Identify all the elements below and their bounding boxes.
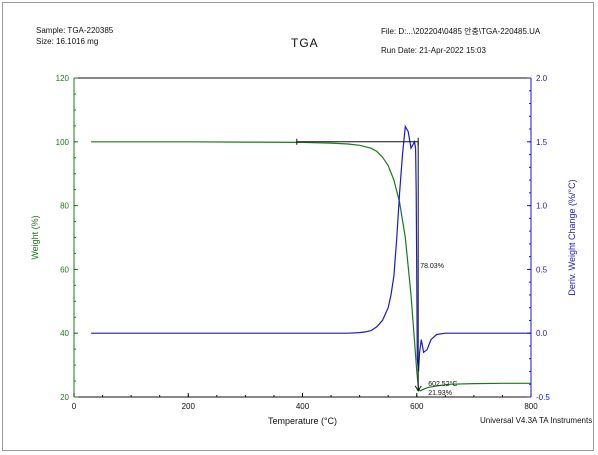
y2-tick-label: -0.5: [536, 393, 550, 402]
x-axis-label: Temperature (°C): [268, 416, 337, 426]
residue-temp-label: 602.52°C: [428, 380, 457, 388]
run-date-label: Run Date: 21-Apr-2022 15:03: [381, 46, 486, 55]
y-tick-label: 40: [60, 329, 69, 338]
y-axis-label: Weight (%): [30, 215, 40, 259]
x-tick-label: 200: [182, 402, 196, 411]
chart-frame: [2, 2, 594, 451]
y2-tick-label: 1.5: [536, 138, 548, 147]
step-arrow-head: [414, 385, 422, 392]
y-tick-label: 80: [60, 202, 69, 211]
y-tick-label: 120: [56, 74, 70, 83]
y2-tick-label: 2.0: [536, 74, 548, 83]
x-tick-label: 800: [524, 402, 538, 411]
size-label: Size: 16.1016 mg: [36, 37, 99, 46]
instrument-footer: Universal V4.3A TA Instruments: [480, 416, 593, 425]
x-tick-label: 400: [296, 402, 310, 411]
weight-line: [91, 141, 531, 392]
y2-tick-label: 0.5: [536, 265, 548, 274]
x-tick-label: 600: [410, 402, 424, 411]
residue-weight-label: 21.93%: [428, 390, 452, 397]
y2-axis-label: Deriv. Weight Change (%/°C): [567, 179, 577, 295]
chart-title: TGA: [291, 36, 319, 50]
x-tick-label: 0: [72, 402, 77, 411]
file-label: File: D:...\202204\0485 안충\TGA-220485.UA: [381, 27, 541, 36]
y-tick-label: 20: [60, 393, 69, 402]
y-tick-label: 100: [56, 138, 70, 147]
step-change-label: 78.03%: [420, 263, 444, 270]
sample-label: Sample: TGA-220385: [36, 26, 114, 35]
deriv-weight-line: [91, 124, 531, 372]
y2-tick-label: 1.0: [536, 202, 548, 211]
y-tick-label: 60: [60, 265, 69, 274]
y2-tick-label: 0.0: [536, 329, 548, 338]
